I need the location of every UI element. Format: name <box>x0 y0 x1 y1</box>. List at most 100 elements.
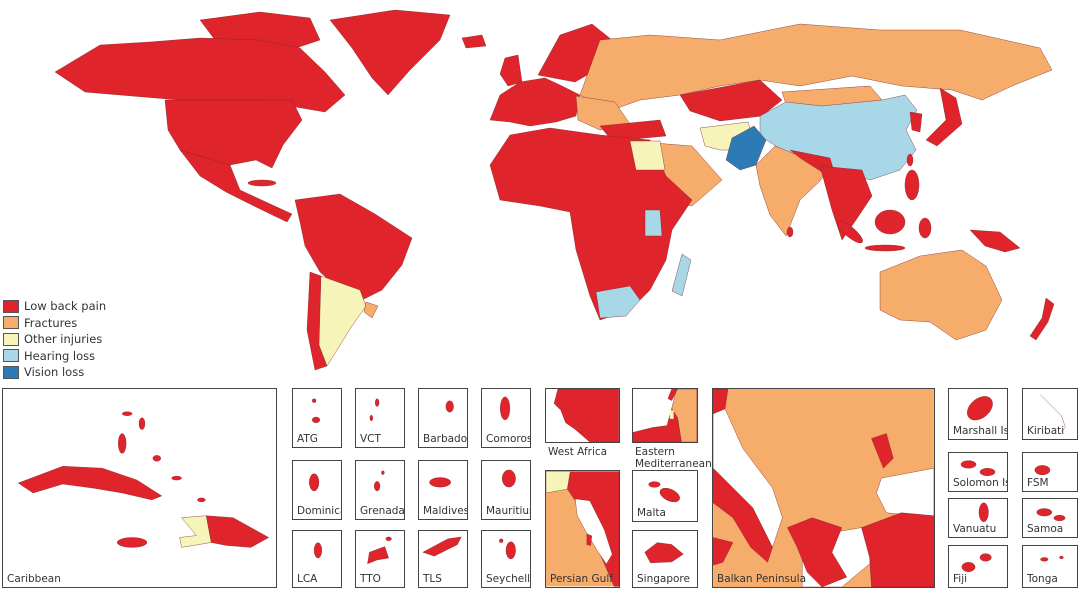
region-shape <box>500 396 511 421</box>
south-america <box>294 193 413 301</box>
inset-label-line: Eastern <box>635 446 675 458</box>
africa <box>489 127 693 321</box>
new-guinea <box>969 229 1021 253</box>
new-zealand <box>1029 297 1055 341</box>
madagascar <box>671 253 692 297</box>
region-shape <box>861 512 934 587</box>
inset-seychelles: Seychelles <box>481 530 531 588</box>
region-shape <box>118 433 127 454</box>
region-shape <box>1053 514 1066 522</box>
western-europe <box>489 77 581 127</box>
region-shape <box>152 455 161 462</box>
greenland <box>329 9 451 96</box>
inset-comoros: Comoros <box>481 388 531 448</box>
inset-eastern-mediterranean <box>632 388 698 443</box>
uk-ireland <box>499 54 523 87</box>
inset-label: Malta <box>637 507 666 519</box>
inset-dominica: Dominica <box>292 460 342 520</box>
legend-label: Hearing loss <box>24 348 96 363</box>
region-shape <box>553 389 619 442</box>
region-shape <box>667 389 678 401</box>
region-shape <box>1040 557 1049 562</box>
inset-barbados: Barbados <box>418 388 468 448</box>
inset-atg: ATG <box>292 388 342 448</box>
philippines <box>904 169 920 201</box>
inset-kiribati: Kiribati <box>1022 388 1078 440</box>
inset-fiji: Fiji <box>948 545 1008 588</box>
inset-samoa: Samoa <box>1022 498 1078 538</box>
inset-fsm: FSM <box>1022 452 1078 492</box>
java <box>864 244 906 252</box>
region-shape <box>713 389 729 415</box>
legend: Low back pain Fractures Other injuries H… <box>3 298 106 381</box>
region-shape <box>501 469 516 488</box>
inset-label-eastern-mediterranean: Eastern Mediterranean <box>635 446 712 470</box>
inset-label: Samoa <box>1027 523 1064 535</box>
legend-swatch <box>3 365 19 379</box>
egypt <box>629 140 666 171</box>
region-shape <box>206 515 270 548</box>
region-shape <box>979 468 996 476</box>
inset-marshall-isl: Marshall Isl <box>948 388 1008 440</box>
japan <box>925 87 963 147</box>
inset-label: Tonga <box>1027 573 1058 585</box>
region-shape <box>117 537 148 548</box>
region-shape <box>713 537 734 566</box>
region-shape <box>121 411 133 416</box>
region-shape <box>648 481 661 488</box>
inset-label: LCA <box>297 573 318 585</box>
inset-solomon-isl: Solomon Isl <box>948 452 1008 492</box>
region-shape <box>374 481 381 492</box>
region-shape <box>312 416 321 423</box>
sulawesi <box>918 217 932 239</box>
inset-singapore: Singapore <box>632 530 698 588</box>
legend-label: Fractures <box>24 315 78 330</box>
taiwan <box>906 153 914 167</box>
sri-lanka <box>786 226 794 238</box>
iceland <box>461 34 487 49</box>
region-shape <box>369 414 373 422</box>
southeast-asia <box>819 165 873 241</box>
region-shape <box>669 410 674 419</box>
region-shape <box>312 398 317 403</box>
region-shape <box>309 473 320 492</box>
legend-label: Other injuries <box>24 332 103 347</box>
inset-lca: LCA <box>292 530 342 588</box>
legend-item-other-injuries: Other injuries <box>3 331 106 348</box>
mexico-central-america <box>179 149 293 223</box>
region-shape <box>960 460 977 469</box>
canada <box>54 37 346 113</box>
region-shape <box>445 400 454 413</box>
region-shape <box>978 502 989 522</box>
legend-swatch <box>3 332 19 346</box>
region-shape <box>422 536 462 557</box>
region-shape <box>381 470 385 475</box>
region-shape <box>313 542 322 559</box>
region-shape <box>644 542 684 564</box>
inset-label: Barbados <box>423 433 468 445</box>
usa <box>164 99 303 169</box>
legend-item-vision-loss: Vision loss <box>3 364 106 381</box>
region-shape <box>713 467 773 563</box>
inset-label: West Africa <box>548 446 608 458</box>
inset-vanuatu: Vanuatu <box>948 498 1008 538</box>
region-shape <box>871 433 894 469</box>
region-shape <box>1059 555 1064 560</box>
world-map <box>54 9 1055 371</box>
legend-swatch <box>3 299 19 313</box>
inset-label: Balkan Peninsula <box>717 573 806 585</box>
region-shape <box>197 497 206 503</box>
inset-malta: Malta <box>632 470 698 522</box>
inset-label: Maldives <box>423 505 468 517</box>
region-shape <box>138 417 146 430</box>
legend-item-fractures: Fractures <box>3 315 106 332</box>
inset-label: FSM <box>1027 477 1049 489</box>
australia <box>879 249 1003 341</box>
inset-label: Mauritius <box>486 505 531 517</box>
region-shape <box>979 553 992 562</box>
inset-label: Dominica <box>297 505 342 517</box>
region-shape <box>179 515 212 548</box>
legend-label: Low back pain <box>24 299 107 314</box>
russia <box>579 23 1053 111</box>
legend-item-hearing-loss: Hearing loss <box>3 348 106 365</box>
